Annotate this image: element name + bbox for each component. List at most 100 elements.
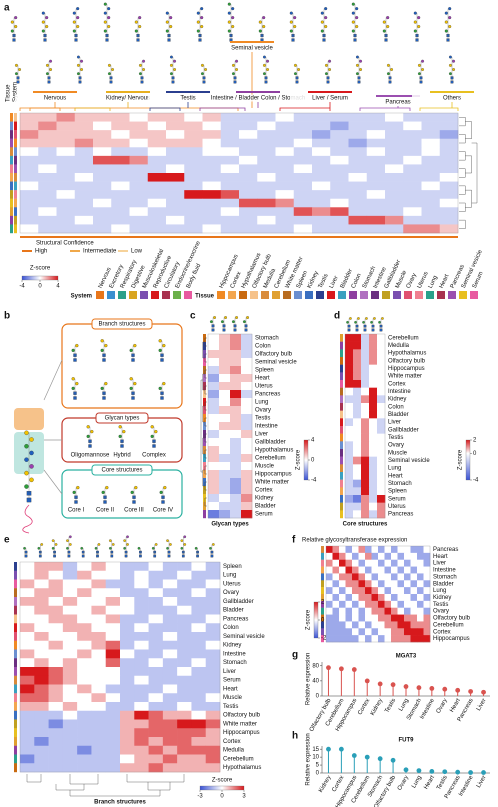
row-color xyxy=(14,728,17,738)
heatmap-cell xyxy=(369,357,378,365)
heatmap-cell xyxy=(205,754,221,764)
heatmap-cell xyxy=(391,580,398,588)
glycan-node xyxy=(324,72,328,76)
heatmap-cell xyxy=(147,198,167,208)
heatmap-cell xyxy=(358,607,366,615)
glycan-node xyxy=(72,29,76,33)
heatmap-cell xyxy=(219,422,231,431)
heatmap-cell xyxy=(191,570,207,580)
row-label: Stomach xyxy=(255,336,279,342)
side-label: Tissue xyxy=(6,84,12,102)
heatmap-cell xyxy=(403,190,422,200)
heatmap-cell xyxy=(361,510,370,519)
heatmap-cell xyxy=(177,745,192,755)
heatmap-cell xyxy=(20,693,35,703)
heatmap-cell xyxy=(148,579,164,589)
heatmap-cell xyxy=(358,580,366,588)
heatmap-cell xyxy=(202,164,222,174)
row-label: Bladder xyxy=(433,581,454,587)
heatmap-cell xyxy=(34,570,49,580)
heatmap-cell xyxy=(134,632,149,642)
x-tick-label: Lung xyxy=(411,775,423,790)
glycan-node xyxy=(103,2,107,6)
heatmap-cell xyxy=(361,380,370,388)
row-label: Testis xyxy=(255,416,270,422)
heatmap-cell xyxy=(239,198,258,208)
heatmap-cell xyxy=(129,207,149,217)
heatmap-cell xyxy=(361,426,370,434)
heatmap-cell xyxy=(397,546,405,554)
heatmap-cell xyxy=(345,628,353,636)
legend-swatch xyxy=(129,291,137,299)
heatmap-cell xyxy=(177,710,192,720)
heatmap-cell xyxy=(220,164,240,174)
heatmap-cell xyxy=(166,130,185,140)
heatmap-cell xyxy=(312,121,331,131)
row-color xyxy=(14,605,17,615)
heatmap-cell xyxy=(377,456,386,465)
heatmap-frame xyxy=(19,112,459,234)
heatmap-cell xyxy=(191,667,207,677)
row-color xyxy=(203,510,206,519)
glycan-node xyxy=(126,535,129,539)
glycan-node xyxy=(373,317,376,320)
heatmap-cell xyxy=(120,588,135,598)
heatmap-cell xyxy=(384,559,392,567)
heatmap-cell xyxy=(162,597,178,607)
heatmap-cell xyxy=(353,349,362,358)
heatmap-cell xyxy=(219,438,231,447)
glycan-node xyxy=(452,59,456,63)
row-label: Heart xyxy=(223,686,238,692)
heatmap-cell xyxy=(177,597,192,607)
heatmap-cell xyxy=(20,702,35,712)
heatmap-cell xyxy=(353,403,362,411)
heatmap-cell xyxy=(48,614,64,624)
heatmap-cell xyxy=(332,621,340,629)
panel-label: e xyxy=(4,535,10,546)
heatmap-cell xyxy=(177,640,192,650)
row-color xyxy=(340,334,343,342)
row-color xyxy=(203,334,206,343)
heatmap-cell xyxy=(345,546,353,554)
heatmap-cell xyxy=(365,552,372,561)
row-color xyxy=(340,349,343,358)
heatmap-cell xyxy=(369,426,378,434)
heatmap-cell xyxy=(120,763,135,773)
glycan-node xyxy=(165,29,169,33)
glycan-node xyxy=(165,11,169,15)
row-color xyxy=(14,130,17,139)
glycan-node xyxy=(227,11,231,15)
heatmap-cell xyxy=(366,173,386,182)
heatmap-cell xyxy=(312,207,331,217)
heatmap-cell xyxy=(369,441,378,450)
heatmap-cell xyxy=(148,597,164,607)
heatmap-cell xyxy=(191,605,207,615)
heatmap-cell xyxy=(20,658,35,668)
row-color xyxy=(340,456,343,465)
heatmap-cell xyxy=(62,588,78,598)
row-label: Cerebellum xyxy=(433,622,464,628)
legend-swatch xyxy=(96,291,104,299)
heatmap-cell xyxy=(184,121,203,131)
heatmap-cell xyxy=(345,410,354,419)
glycan-node xyxy=(204,68,208,71)
heatmap-cell xyxy=(56,207,76,217)
heatmap-cell xyxy=(326,546,333,554)
glycan-node xyxy=(235,68,239,71)
row-color xyxy=(10,155,13,165)
heatmap-cell xyxy=(34,728,49,738)
glycan-node xyxy=(68,543,72,546)
row-label: Hypothalamus xyxy=(223,765,261,771)
glycan-node xyxy=(227,2,231,6)
heatmap-cell xyxy=(184,215,203,225)
row-color xyxy=(340,495,343,503)
heatmap-cell xyxy=(241,350,253,359)
heatmap-cell xyxy=(332,628,340,636)
heatmap-cell xyxy=(134,754,149,764)
row-color xyxy=(203,462,206,471)
glycan-node xyxy=(448,7,452,11)
heatmap-cell xyxy=(330,155,349,165)
heatmap-cell xyxy=(312,198,331,208)
dot xyxy=(468,689,474,694)
heatmap-cell xyxy=(352,635,359,643)
